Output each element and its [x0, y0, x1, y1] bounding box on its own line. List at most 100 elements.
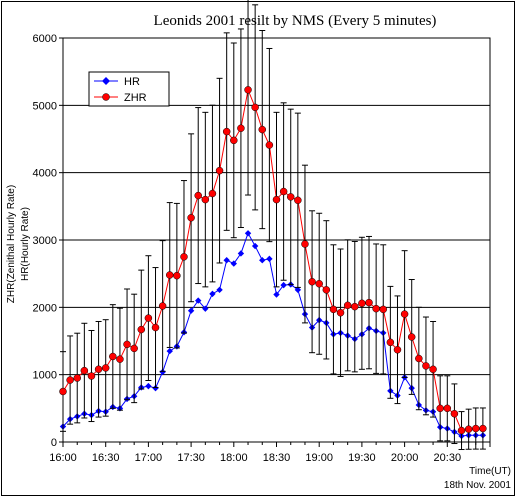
data-point-zhr	[166, 271, 174, 279]
data-point-zhr	[158, 302, 167, 310]
y-tick-label: 0	[51, 437, 57, 449]
data-point-hr	[259, 257, 266, 264]
data-point-hr	[230, 260, 237, 267]
data-point-zhr	[407, 333, 416, 341]
data-point-zhr	[365, 298, 373, 307]
data-point-zhr	[151, 323, 160, 332]
circle-marker-icon	[102, 93, 110, 101]
data-point-zhr	[258, 125, 267, 134]
data-point-zhr	[251, 103, 259, 112]
data-point-zhr	[450, 409, 459, 418]
data-point-zhr	[472, 424, 480, 433]
data-point-hr	[294, 286, 302, 294]
data-point-hr	[237, 250, 245, 257]
data-point-hr	[266, 255, 273, 263]
data-point-zhr	[393, 346, 402, 354]
data-point-zhr	[173, 271, 181, 280]
data-point-zhr	[379, 305, 387, 314]
x-axis-label: Time(UT)	[469, 466, 511, 477]
data-point-hr	[202, 305, 209, 312]
data-point-hr	[166, 347, 173, 355]
data-point-zhr	[351, 302, 359, 311]
legend-label-hr: HR	[124, 76, 140, 88]
data-point-zhr	[464, 425, 473, 433]
data-point-zhr	[443, 404, 452, 413]
data-point-zhr	[194, 191, 202, 200]
data-point-hr	[273, 291, 280, 298]
y-tick-label: 4000	[33, 168, 57, 180]
data-point-zhr	[279, 187, 288, 196]
data-point-zhr	[87, 372, 96, 380]
data-point-zhr	[130, 344, 138, 353]
data-point-zhr	[336, 308, 345, 317]
data-point-hr	[152, 384, 159, 392]
data-point-zhr	[400, 310, 409, 318]
diamond-marker-icon	[102, 77, 110, 85]
x-tick-label: 18:00	[220, 452, 248, 464]
data-point-zhr	[422, 362, 430, 370]
data-point-hr	[216, 286, 223, 294]
data-point-zhr	[479, 424, 487, 433]
y-tick-label: 5000	[33, 100, 57, 112]
data-point-zhr	[94, 365, 103, 374]
data-point-zhr	[294, 196, 302, 205]
data-point-zhr	[265, 141, 274, 149]
y-tick-label: 6000	[33, 33, 57, 45]
data-point-hr	[159, 368, 166, 376]
data-point-hr	[187, 307, 195, 314]
x-tick-label: 18:30	[263, 452, 291, 464]
error-bar	[245, 0, 252, 196]
data-point-zhr	[343, 301, 352, 310]
data-point-zhr	[215, 166, 224, 175]
legend-item-zhr: ZHR	[94, 92, 147, 104]
data-point-hr	[244, 230, 252, 237]
data-point-zhr	[59, 387, 67, 396]
data-point-zhr	[222, 127, 231, 136]
data-point-zhr	[315, 280, 323, 288]
data-point-zhr	[457, 426, 466, 435]
data-point-zhr	[386, 338, 395, 347]
x-axis-ticks: 16:00 16:30 17:00 17:30 18:00 18:30 19:00 19:30…	[49, 442, 491, 464]
series-line-zhr	[62, 88, 483, 432]
data-point-zhr	[230, 136, 238, 145]
data-point-hr	[251, 242, 259, 250]
data-point-zhr	[144, 314, 153, 322]
series-hr	[59, 230, 487, 440]
data-point-zhr	[73, 374, 81, 382]
data-point-zhr	[436, 404, 444, 413]
data-point-zhr	[116, 355, 124, 363]
data-point-zhr	[272, 195, 281, 204]
x-tick-label: 17:00	[135, 452, 163, 464]
x-tick-label: 20:00	[391, 452, 419, 464]
y-tick-label: 1000	[33, 370, 57, 382]
data-point-zhr	[329, 305, 338, 314]
data-point-zhr	[237, 124, 245, 132]
y-axis-label-hr: HR(Hourly Rate)	[20, 207, 31, 281]
data-point-zhr	[372, 304, 380, 313]
data-point-hr	[209, 290, 216, 298]
data-point-zhr	[180, 253, 188, 261]
data-point-zhr	[322, 286, 331, 294]
data-point-hr	[223, 257, 230, 264]
y-tick-label: 2000	[33, 302, 57, 314]
x-tick-label: 17:30	[177, 452, 205, 464]
x-tick-label: 19:00	[305, 452, 333, 464]
x-tick-label: 19:30	[348, 452, 376, 464]
series-layer	[59, 0, 487, 451]
data-point-zhr	[123, 340, 131, 349]
data-point-zhr	[308, 277, 316, 286]
data-point-zhr	[244, 86, 252, 94]
chart-title: Leonids 2001 resilt by NMS (Every 5 minu…	[154, 13, 437, 29]
data-point-zhr	[301, 240, 309, 248]
y-tick-label: 3000	[33, 235, 57, 247]
x-tick-label: 16:30	[92, 452, 120, 464]
data-point-zhr	[201, 195, 210, 204]
data-point-zhr	[187, 214, 195, 222]
data-point-zhr	[101, 364, 110, 372]
data-point-hr	[195, 297, 202, 304]
data-point-hr	[280, 281, 287, 289]
data-point-zhr	[358, 299, 366, 308]
y-axis-ticks: 0 1000 2000 3000 4000 5000 6000	[33, 33, 63, 449]
